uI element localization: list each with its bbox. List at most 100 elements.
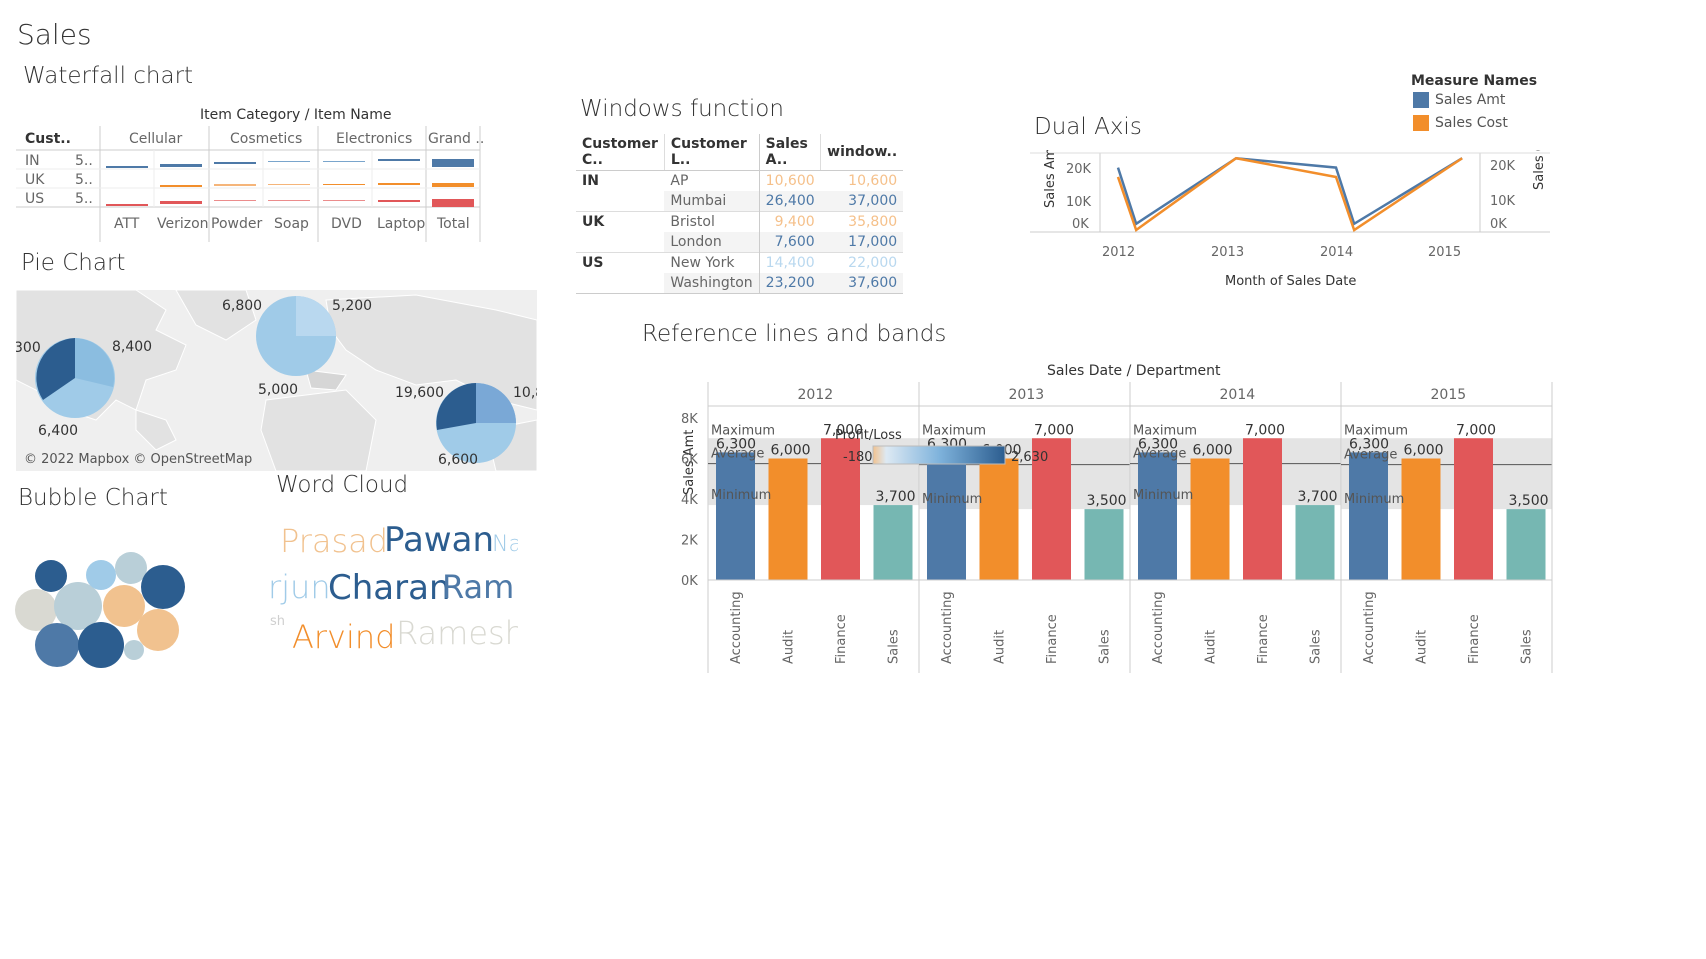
pie-as-slice-1[interactable] [476, 383, 516, 423]
word[interactable]: Ram [442, 568, 515, 606]
bubble[interactable] [115, 552, 147, 584]
bubble-title: Bubble Chart [18, 485, 168, 511]
category-label: Accounting [1151, 591, 1166, 664]
bubble[interactable] [103, 585, 145, 627]
bar-value-label: 7,000 [1034, 422, 1074, 438]
bar[interactable] [821, 438, 860, 580]
item-verizon: Verizon [157, 216, 209, 232]
pie-label: 10,8 [513, 385, 537, 401]
bar[interactable] [1138, 452, 1177, 580]
pie-label: 6,600 [438, 452, 479, 468]
table-row[interactable]: Washington 23,200 37,600 [576, 273, 904, 294]
col-header[interactable]: Sales A.. [758, 134, 821, 171]
table-row[interactable]: UK Bristol 9,400 35,800 [576, 211, 904, 232]
map-attribution[interactable]: © 2022 Mapbox © OpenStreetMap [24, 452, 253, 467]
windows-table[interactable]: Customer C.. Customer L.. Sales A.. wind… [576, 134, 904, 294]
word[interactable]: Ramesh [396, 614, 518, 652]
legend-item-sales-cost[interactable]: Sales Cost [1413, 115, 1508, 131]
window-cell: 37,600 [848, 275, 898, 291]
pie-eu-slice-1[interactable] [296, 296, 336, 336]
bar[interactable] [716, 452, 755, 580]
bar[interactable] [927, 452, 966, 580]
legend-label: Sales Amt [1435, 92, 1506, 108]
bar[interactable] [1190, 458, 1230, 581]
word[interactable]: Na [492, 532, 518, 557]
category-label: Finance [1256, 614, 1271, 664]
word[interactable]: Pawan [384, 520, 495, 560]
word[interactable]: Arvind [292, 618, 396, 656]
bubble[interactable] [35, 560, 67, 592]
word[interactable]: Charan [328, 568, 451, 608]
bar[interactable] [1401, 458, 1441, 581]
reference-chart[interactable]: Sales Amt 8K 6K 4K 2K 0K 2012 6,300 Accounting 6,… [645, 380, 1553, 675]
y2-axis-label: Sales Cost [1532, 150, 1547, 190]
pie-na-slice-1[interactable] [75, 338, 115, 387]
y-tick: 20K [1066, 162, 1092, 177]
bar[interactable] [1506, 509, 1546, 580]
waterfall-chart[interactable]: Cust.. Cellular Cosmetics Electronics Gr… [16, 126, 486, 242]
year-header: 2014 [1220, 387, 1256, 403]
pie-slices[interactable] [16, 290, 537, 471]
bar[interactable] [979, 458, 1019, 581]
pie-label: 8,400 [112, 339, 153, 355]
bubble[interactable] [15, 589, 57, 631]
bubble[interactable] [86, 560, 116, 590]
bar[interactable] [873, 505, 913, 580]
legend-min: -180 [843, 450, 873, 465]
bubble[interactable] [137, 609, 179, 651]
col-header[interactable]: window.. [820, 134, 904, 171]
bubble-chart[interactable] [10, 545, 200, 675]
country-cell: IN [582, 173, 599, 189]
bubble[interactable] [141, 565, 185, 609]
legend-item-sales-amt[interactable]: Sales Amt [1413, 92, 1505, 108]
bar[interactable] [1349, 452, 1388, 580]
col-header[interactable]: Customer C.. [576, 134, 665, 171]
y2-tick: 10K [1490, 194, 1516, 209]
dual-axis-chart[interactable]: Sales Amt Sales Cost 20K 10K 0K 20K 10K … [1030, 150, 1550, 295]
pie-as-slice-2[interactable] [436, 383, 476, 430]
category-label: Sales [1098, 629, 1113, 664]
y-tick: 2K [681, 534, 698, 549]
word[interactable]: Prasad [280, 522, 389, 560]
item-dvd: DVD [331, 216, 362, 232]
table-row[interactable]: Mumbai 26,400 37,000 [576, 191, 904, 212]
bar[interactable] [1295, 505, 1335, 580]
col-header[interactable]: Customer L.. [663, 134, 760, 171]
bar[interactable] [1243, 438, 1282, 580]
pie-label: 5,000 [258, 382, 299, 398]
pie-map[interactable]: 300 8,400 6,400 6,800 5,200 5,000 19,600… [16, 290, 537, 471]
pie-na-slice-2[interactable] [36, 338, 75, 400]
y-tick: 0K [681, 574, 698, 589]
bar[interactable] [768, 458, 808, 581]
window-cell: 22,000 [848, 255, 898, 271]
word-cloud[interactable]: Prasad Pawan Na rjun Charan Ram sh Arvin… [268, 518, 518, 668]
category-label: Sales [887, 629, 902, 664]
category-label: Accounting [729, 591, 744, 664]
color-legend-bar[interactable] [872, 445, 1006, 465]
bar[interactable] [1084, 509, 1124, 580]
table-row[interactable]: London 7,600 17,000 [576, 232, 904, 253]
y2-tick: 0K [1490, 217, 1507, 232]
word[interactable]: rjun [268, 568, 331, 606]
bubble[interactable] [124, 640, 144, 660]
item-powder: Powder [211, 216, 263, 232]
maximum-label: Maximum [711, 423, 775, 438]
sales-cell: 10,600 [758, 170, 821, 191]
year-header: 2012 [798, 387, 834, 403]
bar[interactable] [1032, 438, 1071, 580]
bubble[interactable] [35, 623, 79, 667]
bar[interactable] [1454, 438, 1493, 580]
table-row[interactable]: IN AP 10,600 10,600 [576, 170, 903, 191]
x-tick: 2012 [1102, 245, 1135, 260]
table-row[interactable]: US New York 14,400 22,000 [576, 252, 904, 273]
series-line-sales-amt[interactable] [1116, 156, 1463, 226]
city-cell: AP [670, 173, 689, 189]
word[interactable]: sh [270, 614, 286, 629]
category-label: Accounting [1362, 591, 1377, 664]
category-label: Sales [1520, 629, 1535, 664]
series-line-sales-cost[interactable] [1116, 156, 1463, 232]
bubble[interactable] [54, 582, 102, 630]
bubble[interactable] [78, 622, 124, 668]
bar-value-label: 6,000 [771, 443, 811, 459]
item-laptop: Laptop [377, 216, 426, 232]
